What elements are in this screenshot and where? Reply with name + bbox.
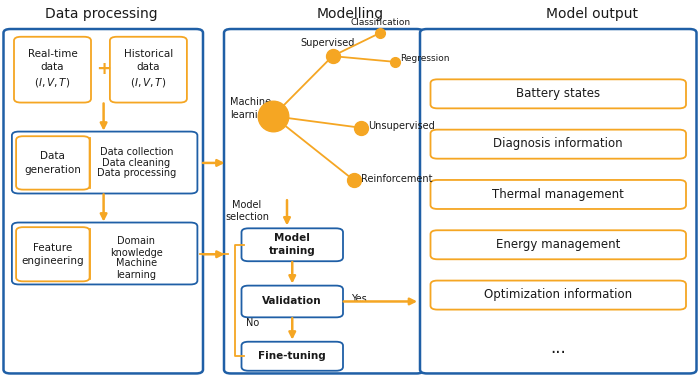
FancyBboxPatch shape: [16, 136, 90, 190]
Text: Yes: Yes: [351, 294, 367, 304]
Text: Historical
data
$(I,V,T)$: Historical data $(I,V,T)$: [124, 49, 173, 89]
Text: Machine
learning: Machine learning: [116, 258, 157, 280]
Text: Optimization information: Optimization information: [484, 288, 632, 301]
Text: Real-time
data
$(I,V,T)$: Real-time data $(I,V,T)$: [27, 49, 78, 89]
FancyBboxPatch shape: [430, 230, 686, 259]
Text: Domain
knowledge: Domain knowledge: [110, 236, 163, 258]
Text: Machine
learning: Machine learning: [230, 97, 271, 120]
FancyBboxPatch shape: [224, 29, 424, 373]
Text: Fine-tuning: Fine-tuning: [258, 351, 326, 361]
FancyBboxPatch shape: [430, 281, 686, 310]
Text: +: +: [96, 60, 111, 78]
FancyBboxPatch shape: [420, 29, 696, 373]
Text: Regression: Regression: [400, 54, 450, 63]
FancyBboxPatch shape: [12, 223, 197, 284]
Text: Data
generation: Data generation: [24, 151, 81, 175]
Text: Validation: Validation: [262, 296, 322, 307]
Text: Diagnosis information: Diagnosis information: [494, 137, 623, 151]
FancyBboxPatch shape: [430, 180, 686, 209]
Text: Data processing: Data processing: [97, 168, 176, 178]
Text: Model
selection: Model selection: [225, 200, 269, 222]
Text: Data cleaning: Data cleaning: [102, 158, 171, 168]
Text: Supervised: Supervised: [300, 38, 355, 48]
FancyBboxPatch shape: [14, 37, 91, 103]
Text: Data collection: Data collection: [99, 147, 174, 158]
FancyBboxPatch shape: [241, 286, 343, 317]
Text: No: No: [246, 318, 260, 328]
FancyBboxPatch shape: [16, 227, 90, 281]
Text: Feature
engineering: Feature engineering: [21, 243, 84, 266]
FancyBboxPatch shape: [110, 37, 187, 103]
FancyBboxPatch shape: [430, 130, 686, 159]
Text: Reinforcement: Reinforcement: [361, 174, 433, 184]
Text: ...: ...: [550, 339, 566, 357]
Text: Model output: Model output: [545, 7, 638, 21]
Text: Data processing: Data processing: [46, 7, 158, 21]
Text: Thermal management: Thermal management: [492, 188, 624, 201]
FancyBboxPatch shape: [241, 342, 343, 371]
Text: Unsupervised: Unsupervised: [368, 121, 435, 131]
FancyBboxPatch shape: [241, 228, 343, 261]
Text: Classification: Classification: [350, 18, 410, 27]
FancyBboxPatch shape: [12, 132, 197, 194]
FancyBboxPatch shape: [430, 79, 686, 108]
FancyBboxPatch shape: [4, 29, 203, 373]
Text: Model
training: Model training: [269, 233, 316, 256]
Text: Battery states: Battery states: [516, 87, 601, 100]
Text: Modelling: Modelling: [316, 7, 384, 21]
Text: Energy management: Energy management: [496, 238, 620, 251]
